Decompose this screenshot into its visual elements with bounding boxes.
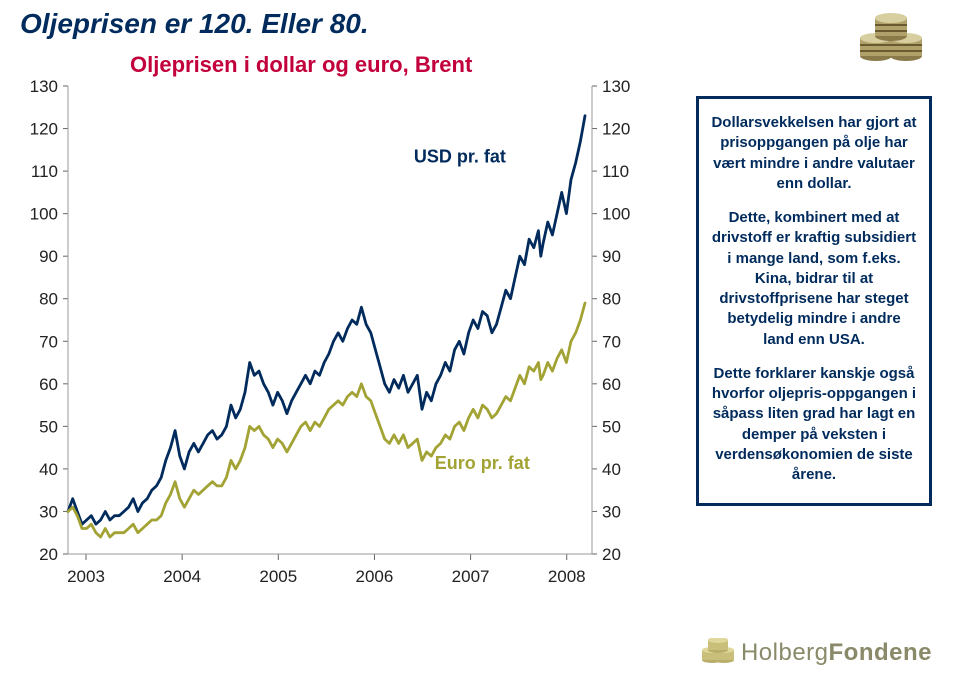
svg-text:60: 60 <box>602 375 621 394</box>
svg-text:120: 120 <box>602 120 630 139</box>
svg-text:120: 120 <box>30 120 58 139</box>
page-title: Oljeprisen er 120. Eller 80. <box>20 8 369 40</box>
svg-text:80: 80 <box>39 290 58 309</box>
svg-text:USD pr. fat: USD pr. fat <box>414 147 506 167</box>
svg-text:30: 30 <box>39 502 58 521</box>
svg-text:40: 40 <box>602 460 621 479</box>
callout-p2: Dette, kombinert med at drivstoff er kra… <box>711 208 917 350</box>
svg-text:90: 90 <box>39 247 58 266</box>
logo-part2: Fondene <box>829 639 933 666</box>
logo-part1: Holberg <box>741 639 829 666</box>
commentary-callout: Dollarsvekkelsen har gjort at prisoppgan… <box>696 96 932 506</box>
svg-text:110: 110 <box>31 162 58 181</box>
svg-text:40: 40 <box>39 460 58 479</box>
callout-p1: Dollarsvekkelsen har gjort at prisoppgan… <box>711 113 917 194</box>
svg-text:20: 20 <box>39 545 58 564</box>
svg-text:50: 50 <box>39 417 58 436</box>
svg-text:130: 130 <box>30 77 58 96</box>
svg-text:2008: 2008 <box>548 567 586 586</box>
svg-text:70: 70 <box>39 332 58 351</box>
svg-text:70: 70 <box>602 332 621 351</box>
chart-subtitle: Oljeprisen i dollar og euro, Brent <box>130 52 472 78</box>
svg-text:2004: 2004 <box>163 567 201 586</box>
svg-text:100: 100 <box>30 205 58 224</box>
svg-text:130: 130 <box>602 77 630 96</box>
svg-text:90: 90 <box>602 247 621 266</box>
logo-icon <box>701 638 735 668</box>
svg-text:100: 100 <box>602 205 630 224</box>
logo-text: HolbergFondene <box>741 639 932 667</box>
svg-text:Euro pr. fat: Euro pr. fat <box>435 453 530 473</box>
svg-text:60: 60 <box>39 375 58 394</box>
barrel-icon <box>852 8 930 74</box>
svg-text:2005: 2005 <box>259 567 297 586</box>
svg-text:2006: 2006 <box>356 567 394 586</box>
callout-p3: Dette forklarer kanskje også hvorfor olj… <box>711 364 917 486</box>
svg-text:50: 50 <box>602 417 621 436</box>
svg-text:30: 30 <box>602 502 621 521</box>
svg-text:2003: 2003 <box>67 567 105 586</box>
svg-text:20: 20 <box>602 545 621 564</box>
logo: HolbergFondene <box>701 638 932 668</box>
line-chart: 20 20 30 30 40 40 50 50 60 60 70 70 80 80 90 90 100 100 11… <box>20 76 640 596</box>
svg-text:2007: 2007 <box>452 567 490 586</box>
svg-text:110: 110 <box>602 162 629 181</box>
svg-text:80: 80 <box>602 290 621 309</box>
